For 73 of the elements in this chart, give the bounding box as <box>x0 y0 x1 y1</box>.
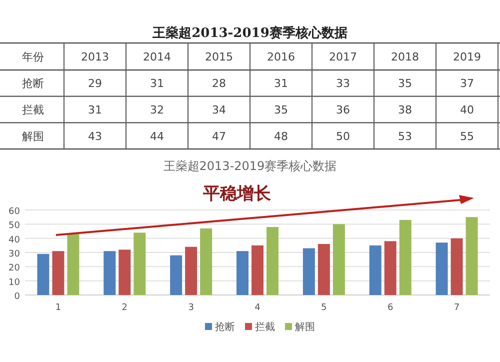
bar <box>37 254 50 295</box>
data-label: 36 <box>336 104 350 116</box>
y-tick-label: 抢断 <box>22 77 44 90</box>
data-label: 31 <box>150 77 164 90</box>
legend-label: 解围 <box>295 322 315 333</box>
x-tick-label: 2014 <box>143 50 171 64</box>
x-tick-label: 2018 <box>391 50 419 64</box>
y-tick-label: 拦截 <box>22 104 44 116</box>
x-axis-title: 年份 <box>22 50 44 64</box>
legend-label: 抢断 <box>215 321 235 333</box>
y-tick-label: 30 <box>8 250 20 260</box>
chart-title: 王燊超2013-2019赛季核心数据 <box>152 25 348 41</box>
data-label: 29 <box>88 77 102 90</box>
data-label: 33 <box>336 77 350 90</box>
bar <box>118 250 131 295</box>
x-tick-label: 2 <box>122 303 128 313</box>
y-tick-label: 40 <box>8 235 20 246</box>
chart-title: 王燊超2013-2019赛季核心数据 <box>163 159 337 173</box>
bar <box>302 248 315 295</box>
y-tick-label: 10 <box>8 278 20 288</box>
data-label: 35 <box>274 104 288 116</box>
x-tick-label: 3 <box>188 303 194 313</box>
bar <box>134 232 146 295</box>
x-tick-label: 2016 <box>267 50 295 64</box>
data-label: 32 <box>150 104 164 116</box>
data-label: 31 <box>88 104 102 116</box>
legend-label: 拦截 <box>255 321 275 333</box>
x-tick-label: 2019 <box>453 50 481 64</box>
data-label: 31 <box>274 77 288 90</box>
bar <box>436 242 448 295</box>
bar <box>252 245 264 295</box>
data-label: 37 <box>460 77 474 90</box>
bar <box>450 238 463 295</box>
data-label: 40 <box>460 104 474 116</box>
y-tick-label: 50 <box>8 221 20 232</box>
bar <box>466 217 478 295</box>
data-label: 44 <box>150 130 164 143</box>
data-label: 47 <box>212 130 226 143</box>
x-tick-label: 2017 <box>329 50 357 64</box>
bar <box>200 228 212 295</box>
x-tick-label: 5 <box>321 303 327 313</box>
bar <box>318 244 330 295</box>
data-label: 35 <box>398 77 412 90</box>
chart-subtitle: 平稳增长 <box>202 184 272 204</box>
bar <box>266 227 278 295</box>
bar <box>236 251 248 295</box>
x-tick-label: 4 <box>254 303 261 313</box>
x-tick-label: 2013 <box>81 50 109 64</box>
data-label: 55 <box>460 130 474 143</box>
x-tick-label: 1 <box>55 303 62 313</box>
y-tick-label: 0 <box>14 292 20 302</box>
data-label: 38 <box>398 104 412 116</box>
bar <box>185 246 198 295</box>
bar <box>104 251 116 295</box>
y-tick-label: 60 <box>8 207 20 217</box>
bar <box>52 251 64 295</box>
data-label: 34 <box>212 104 226 116</box>
y-tick-label: 解围 <box>22 130 44 143</box>
bar <box>67 234 80 295</box>
data-label: 43 <box>88 130 102 143</box>
data-label: 53 <box>398 130 412 143</box>
x-tick-label: 6 <box>387 303 394 313</box>
bar <box>369 245 382 295</box>
bar <box>384 241 396 295</box>
bar <box>332 224 345 295</box>
bar <box>170 255 182 295</box>
bar <box>399 220 412 295</box>
data-label: 48 <box>274 130 288 143</box>
data-label: 28 <box>212 77 226 90</box>
x-tick-label: 7 <box>454 303 460 313</box>
x-tick-label: 2015 <box>205 50 233 64</box>
data-label: 50 <box>336 130 350 143</box>
y-tick-label: 20 <box>8 264 20 274</box>
